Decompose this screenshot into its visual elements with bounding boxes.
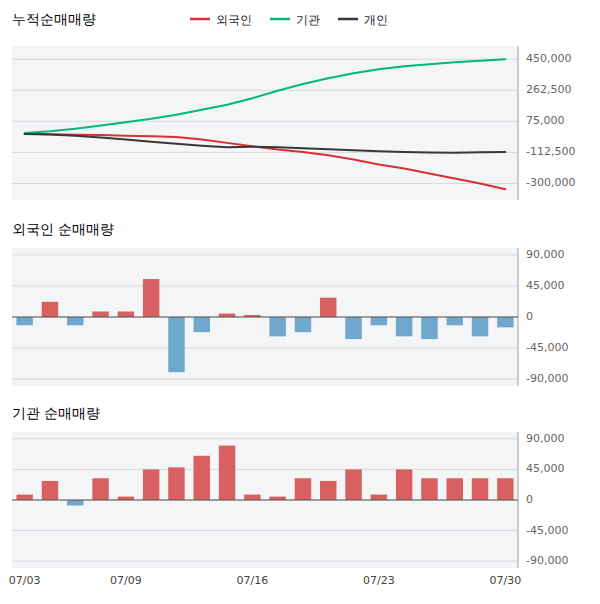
bar (421, 317, 437, 339)
bar (472, 317, 488, 336)
grid-line (12, 379, 518, 380)
x-tick-label: 07/23 (363, 574, 395, 587)
chart-title: 기관 순매매량 (12, 405, 100, 421)
y-tick-label: -45,000 (526, 341, 568, 354)
plot-background (12, 46, 518, 200)
y-tick-label: 262,500 (526, 83, 572, 96)
bar (320, 298, 336, 317)
grid-line (12, 348, 518, 349)
grid-line (12, 183, 518, 184)
y-tick-label: 45,000 (526, 462, 565, 475)
bar (371, 495, 387, 500)
bar (118, 311, 134, 317)
bar (16, 317, 32, 325)
bar (42, 302, 58, 317)
chart-title: 외국인 순매매량 (12, 221, 114, 237)
bar (497, 478, 513, 500)
grid-line (12, 438, 518, 439)
y-tick-label: 90,000 (526, 432, 565, 445)
grid-line (12, 90, 518, 91)
panel: -90,000 -45,000 0 45,000 90,000 07/03 07/09 07/… (9, 405, 569, 587)
legend-label: 개인 (364, 13, 388, 27)
bar (244, 495, 260, 500)
grid-line (12, 121, 518, 122)
grid-line (12, 469, 518, 470)
bar (92, 311, 108, 317)
legend-label: 기관 (296, 13, 320, 27)
bar (67, 317, 83, 325)
y-tick-label: -300,000 (526, 176, 575, 189)
y-tick-label: 450,000 (526, 52, 572, 65)
y-tick-label: -90,000 (526, 372, 568, 385)
bar (295, 478, 311, 500)
bar (472, 478, 488, 500)
panel: -90,000 -45,000 0 45,000 90,000 외국인 순매매량 (12, 221, 568, 386)
y-tick-label: -90,000 (526, 554, 568, 567)
bar (320, 481, 336, 500)
legend-swatch (338, 18, 358, 21)
x-tick-label: 07/09 (110, 574, 142, 587)
bar (143, 469, 159, 500)
series-line (25, 134, 506, 153)
grid-line (12, 59, 518, 60)
bar (143, 279, 159, 317)
bar (219, 446, 235, 500)
bar (269, 317, 285, 336)
x-tick-label: 07/30 (489, 574, 521, 587)
plot-background (12, 432, 518, 568)
plot-area (12, 446, 518, 506)
grid-line (12, 500, 518, 501)
bar (396, 317, 412, 336)
panel: -300,000 -112,500 75,000 262,500 450,000 누적순매… (12, 11, 575, 200)
bar (345, 469, 361, 500)
y-tick-label: -112,500 (526, 145, 575, 158)
bar (194, 456, 210, 500)
series-line (25, 59, 506, 133)
bar (295, 317, 311, 332)
grid-line (12, 561, 518, 562)
y-tick-label: 90,000 (526, 248, 565, 261)
baseline (12, 500, 518, 501)
y-tick-label: 45,000 (526, 279, 565, 292)
bar (168, 317, 184, 372)
grid-line (12, 285, 518, 286)
bar (345, 317, 361, 339)
grid-line (12, 254, 518, 255)
bar (371, 317, 387, 325)
grid-line (12, 317, 518, 318)
baseline (12, 317, 518, 318)
y-tick-label: 0 (526, 310, 533, 323)
bar (447, 317, 463, 325)
bar (16, 495, 32, 500)
bar (396, 469, 412, 500)
legend-swatch (270, 18, 290, 21)
plot-area (25, 59, 506, 189)
series-line (25, 134, 506, 189)
bar (42, 481, 58, 500)
legend-swatch (190, 18, 210, 21)
plot-background (12, 248, 518, 386)
bar (92, 478, 108, 500)
bar (67, 500, 83, 505)
grid-line (12, 530, 518, 531)
bar (168, 467, 184, 500)
bar (497, 317, 513, 327)
x-tick-label: 07/03 (9, 574, 41, 587)
legend: 외국인 기관 개인 (190, 13, 388, 27)
y-tick-label: -45,000 (526, 524, 568, 537)
legend-label: 외국인 (216, 13, 252, 27)
chart-title: 누적순매매량 (12, 11, 96, 27)
bar (194, 317, 210, 332)
bar (447, 478, 463, 500)
bar (219, 314, 235, 317)
bar (118, 497, 134, 500)
x-tick-label: 07/16 (236, 574, 268, 587)
chart-root: -300,000 -112,500 75,000 262,500 450,000 누적순매… (0, 0, 600, 604)
plot-area (12, 279, 518, 372)
y-tick-label: 0 (526, 493, 533, 506)
bar (269, 497, 285, 500)
y-axis-line (518, 46, 519, 200)
y-tick-label: 75,000 (526, 114, 565, 127)
bar (421, 478, 437, 500)
